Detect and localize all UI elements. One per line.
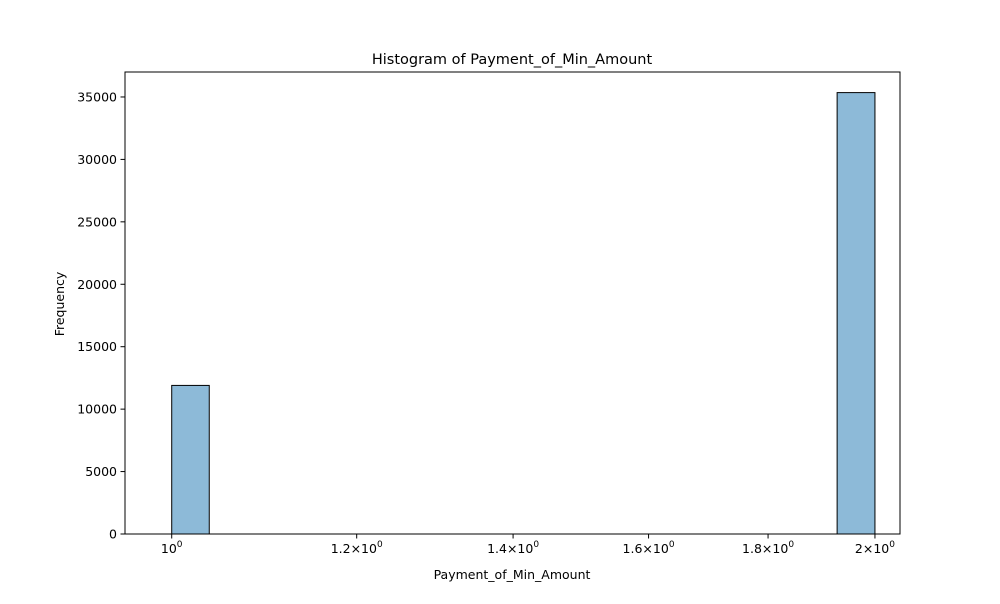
y-tick-label: 5000 (85, 464, 117, 479)
y-tick-label: 30000 (77, 152, 117, 167)
bars-layer (171, 92, 876, 535)
y-tick-label: 25000 (77, 214, 117, 229)
x-axis-label: Payment_of_Min_Amount (434, 567, 591, 582)
x-tick-label: 1.2×100 (331, 540, 383, 556)
y-axis-label: Frequency (52, 271, 67, 336)
y-tick-label: 10000 (77, 402, 117, 417)
y-tick-label: 15000 (77, 339, 117, 354)
y-ticks-layer: 0 5000 10000 15000 20000 25000 30000 35000 (77, 89, 125, 542)
x-ticks-layer: 100 1.2×100 1.4×100 1.6×100 1.8×100 2×100 (161, 534, 895, 556)
x-tick-label: 1.8×100 (742, 540, 794, 556)
x-tick-label: 100 (161, 540, 183, 556)
histogram-bar-1 (171, 384, 210, 535)
y-tick-label: 0 (109, 527, 117, 542)
y-tick-label: 35000 (77, 89, 117, 104)
histogram-bar-2 (836, 92, 876, 535)
x-tick-label: 2×100 (855, 540, 895, 556)
y-tick-label: 20000 (77, 277, 117, 292)
chart-title: Histogram of Payment_of_Min_Amount (372, 52, 653, 68)
plot-frame (124, 71, 901, 535)
x-tick-label: 1.4×100 (487, 540, 539, 556)
x-tick-label: 1.6×100 (623, 540, 675, 556)
